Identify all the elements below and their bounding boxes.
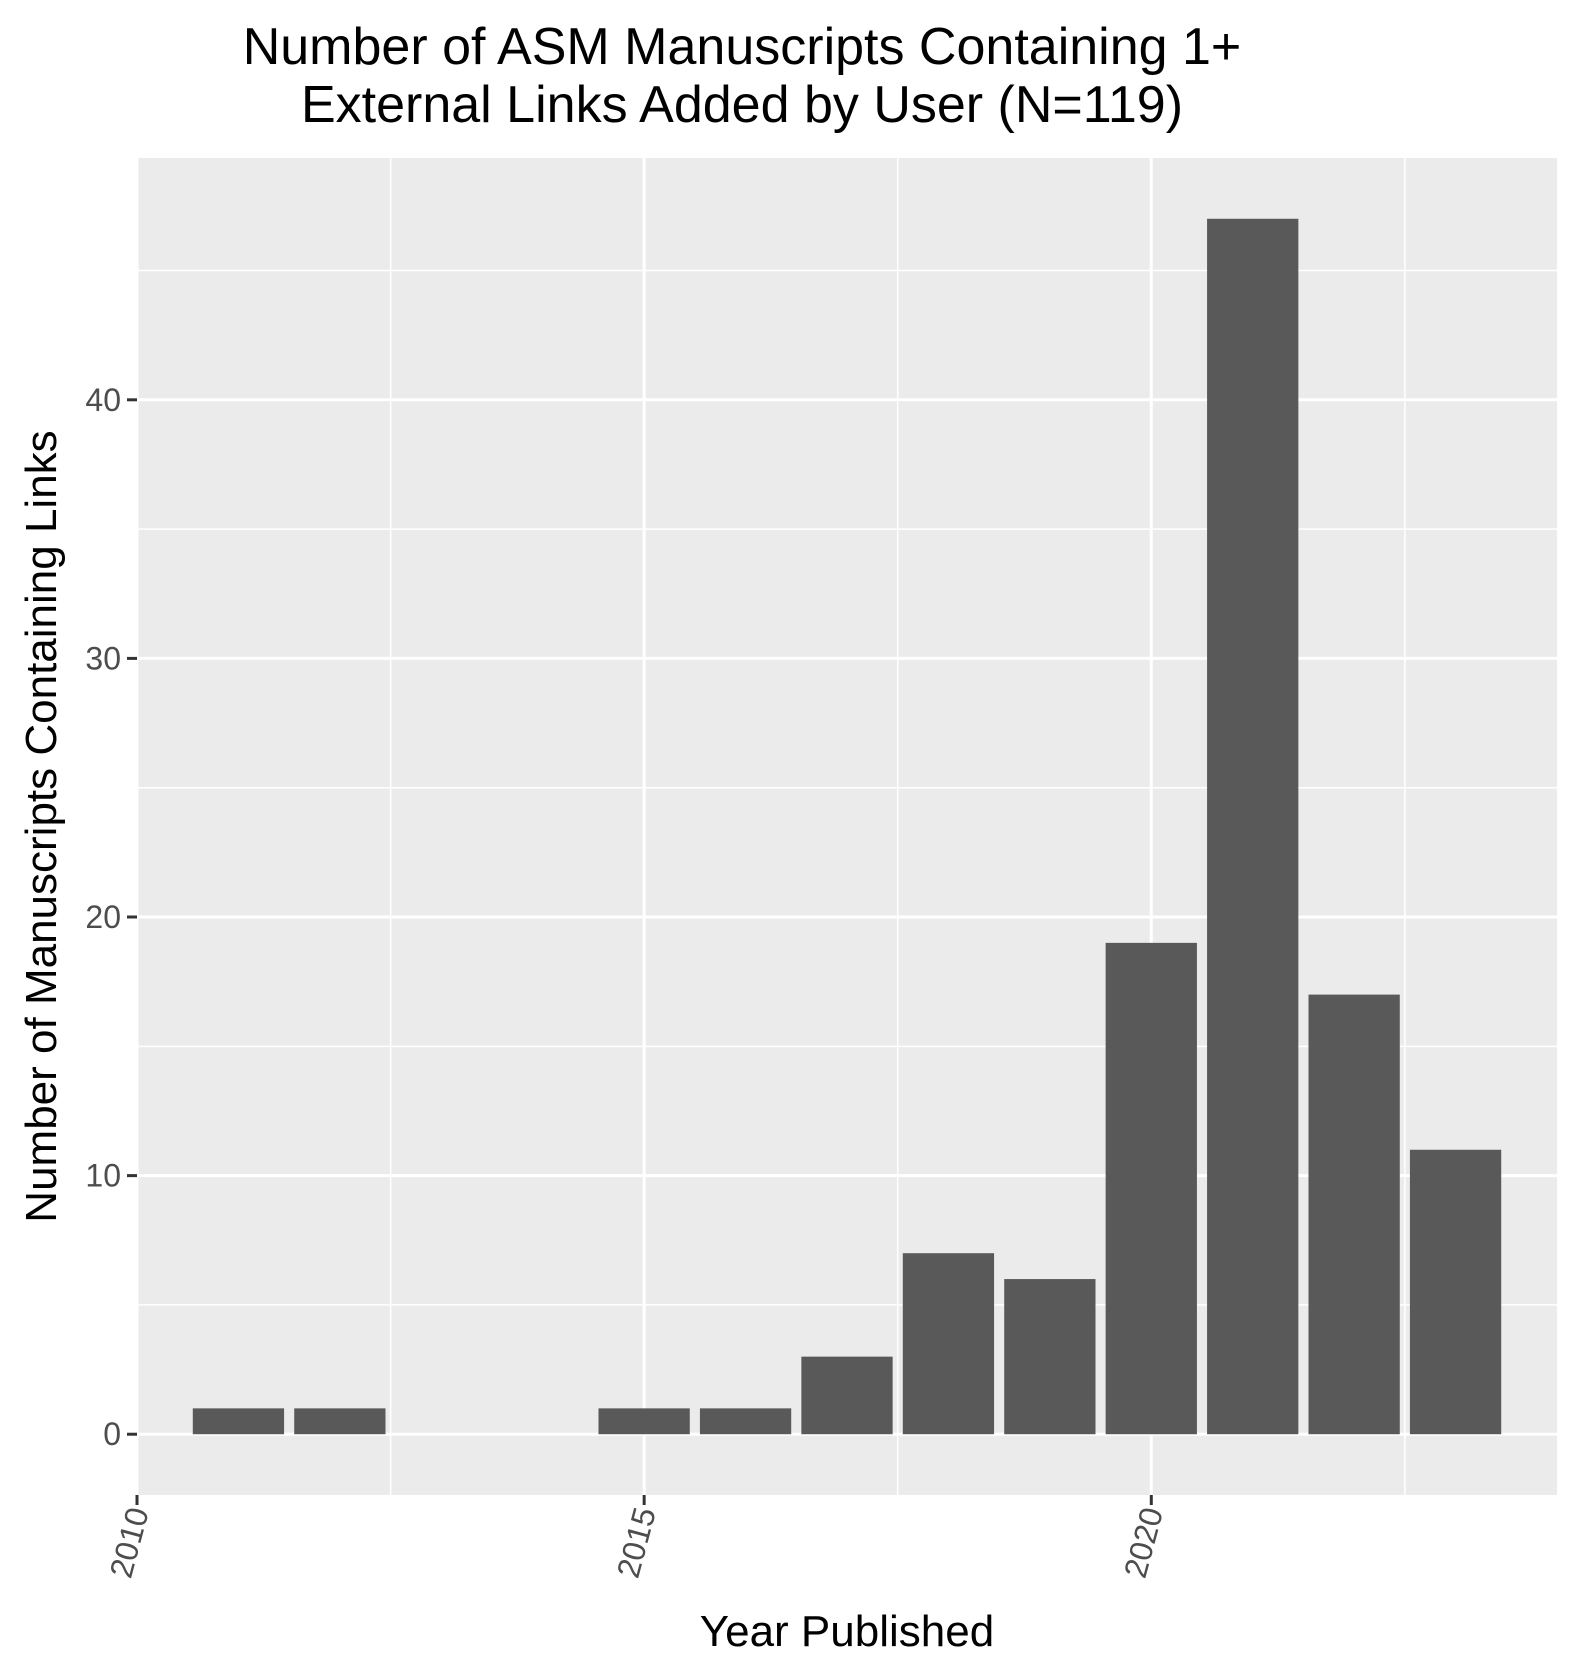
bar [1105,942,1197,1435]
x-tick-label: 2010 [103,1503,156,1581]
bars [192,218,1502,1435]
x-axis-title: Year Published [700,1607,994,1656]
bar [1004,1279,1096,1435]
bar [1308,994,1400,1435]
chart-title-line-2: External Links Added by User (N=119) [301,76,1183,134]
y-tick-label: 40 [85,382,121,418]
minor-gridlines [137,158,1557,1495]
y-axis-title: Number of Manuscripts Containing Links [17,430,66,1222]
y-tick-label: 30 [85,640,121,676]
x-tick-label: 2015 [610,1503,663,1581]
bar [1207,218,1299,1435]
bar [699,1408,792,1435]
y-tick-label: 0 [103,1416,121,1452]
x-axis: 2010 2015 2020 [103,1495,1170,1582]
chart-title: Number of ASM Manuscripts Containing 1+ … [243,18,1242,134]
chart-title-line-1: Number of ASM Manuscripts Containing 1+ [243,18,1242,76]
bar [1409,1149,1502,1435]
bar [294,1408,386,1435]
bar [598,1408,690,1435]
y-tick-label: 10 [85,1158,121,1194]
y-tick-label: 20 [85,899,121,935]
bar [801,1356,893,1435]
x-tick-label: 2020 [1117,1503,1170,1581]
bar [902,1253,995,1435]
bar [192,1408,285,1435]
y-axis: 0 10 20 30 40 [85,382,137,1452]
